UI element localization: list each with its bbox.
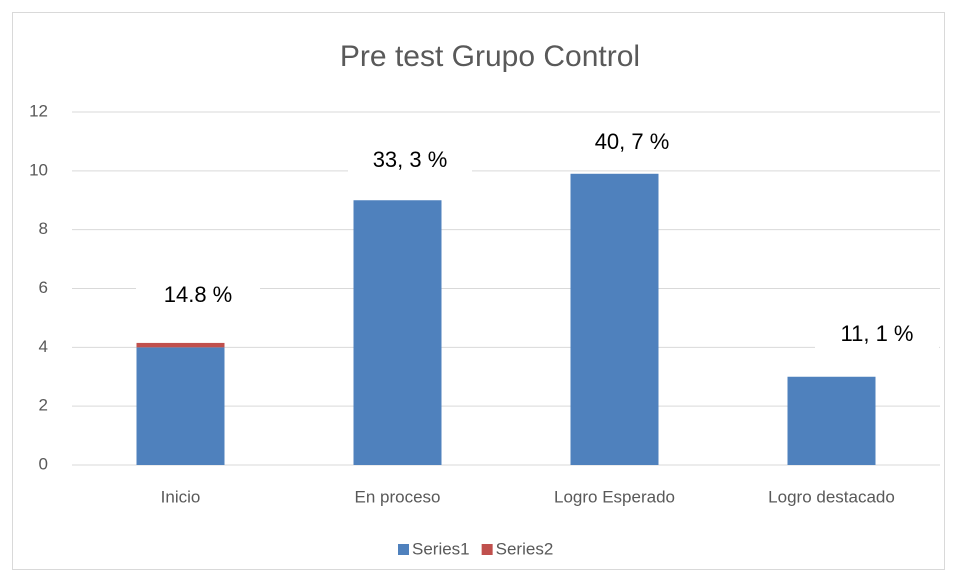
annotation: 40, 7 % — [595, 129, 670, 154]
annotation-bg — [348, 141, 472, 181]
annotation-bg — [570, 123, 694, 163]
bar-segment — [136, 342, 225, 348]
x-tick-label: Logro Esperado — [554, 487, 675, 506]
legend-label: Series2 — [496, 539, 554, 558]
legend-label: Series1 — [412, 539, 470, 558]
chart-title: Pre test Grupo Control — [340, 40, 640, 73]
y-tick-label: 6 — [39, 278, 48, 297]
legend-swatch — [398, 544, 409, 555]
annotation: 33, 3 % — [373, 147, 448, 172]
bar-segment — [570, 173, 659, 465]
y-tick-label: 0 — [39, 454, 48, 473]
bar-segment — [136, 347, 225, 465]
legend-swatch — [481, 544, 493, 555]
annotation: 11, 1 % — [841, 321, 914, 346]
x-tick-label: En proceso — [355, 487, 441, 506]
y-tick-label: 4 — [39, 337, 48, 356]
annotation-bg — [815, 315, 939, 355]
y-tick-label: 10 — [29, 160, 48, 179]
annotation-bg — [136, 276, 260, 316]
bar-segment — [787, 376, 876, 465]
bar-segment — [353, 200, 442, 465]
x-tick-label: Logro destacado — [768, 487, 895, 506]
y-tick-label: 8 — [39, 219, 48, 238]
annotation: 14.8 % — [164, 282, 233, 307]
y-tick-label: 2 — [39, 396, 48, 415]
x-tick-label: Inicio — [161, 487, 201, 506]
y-tick-label: 12 — [29, 101, 48, 120]
